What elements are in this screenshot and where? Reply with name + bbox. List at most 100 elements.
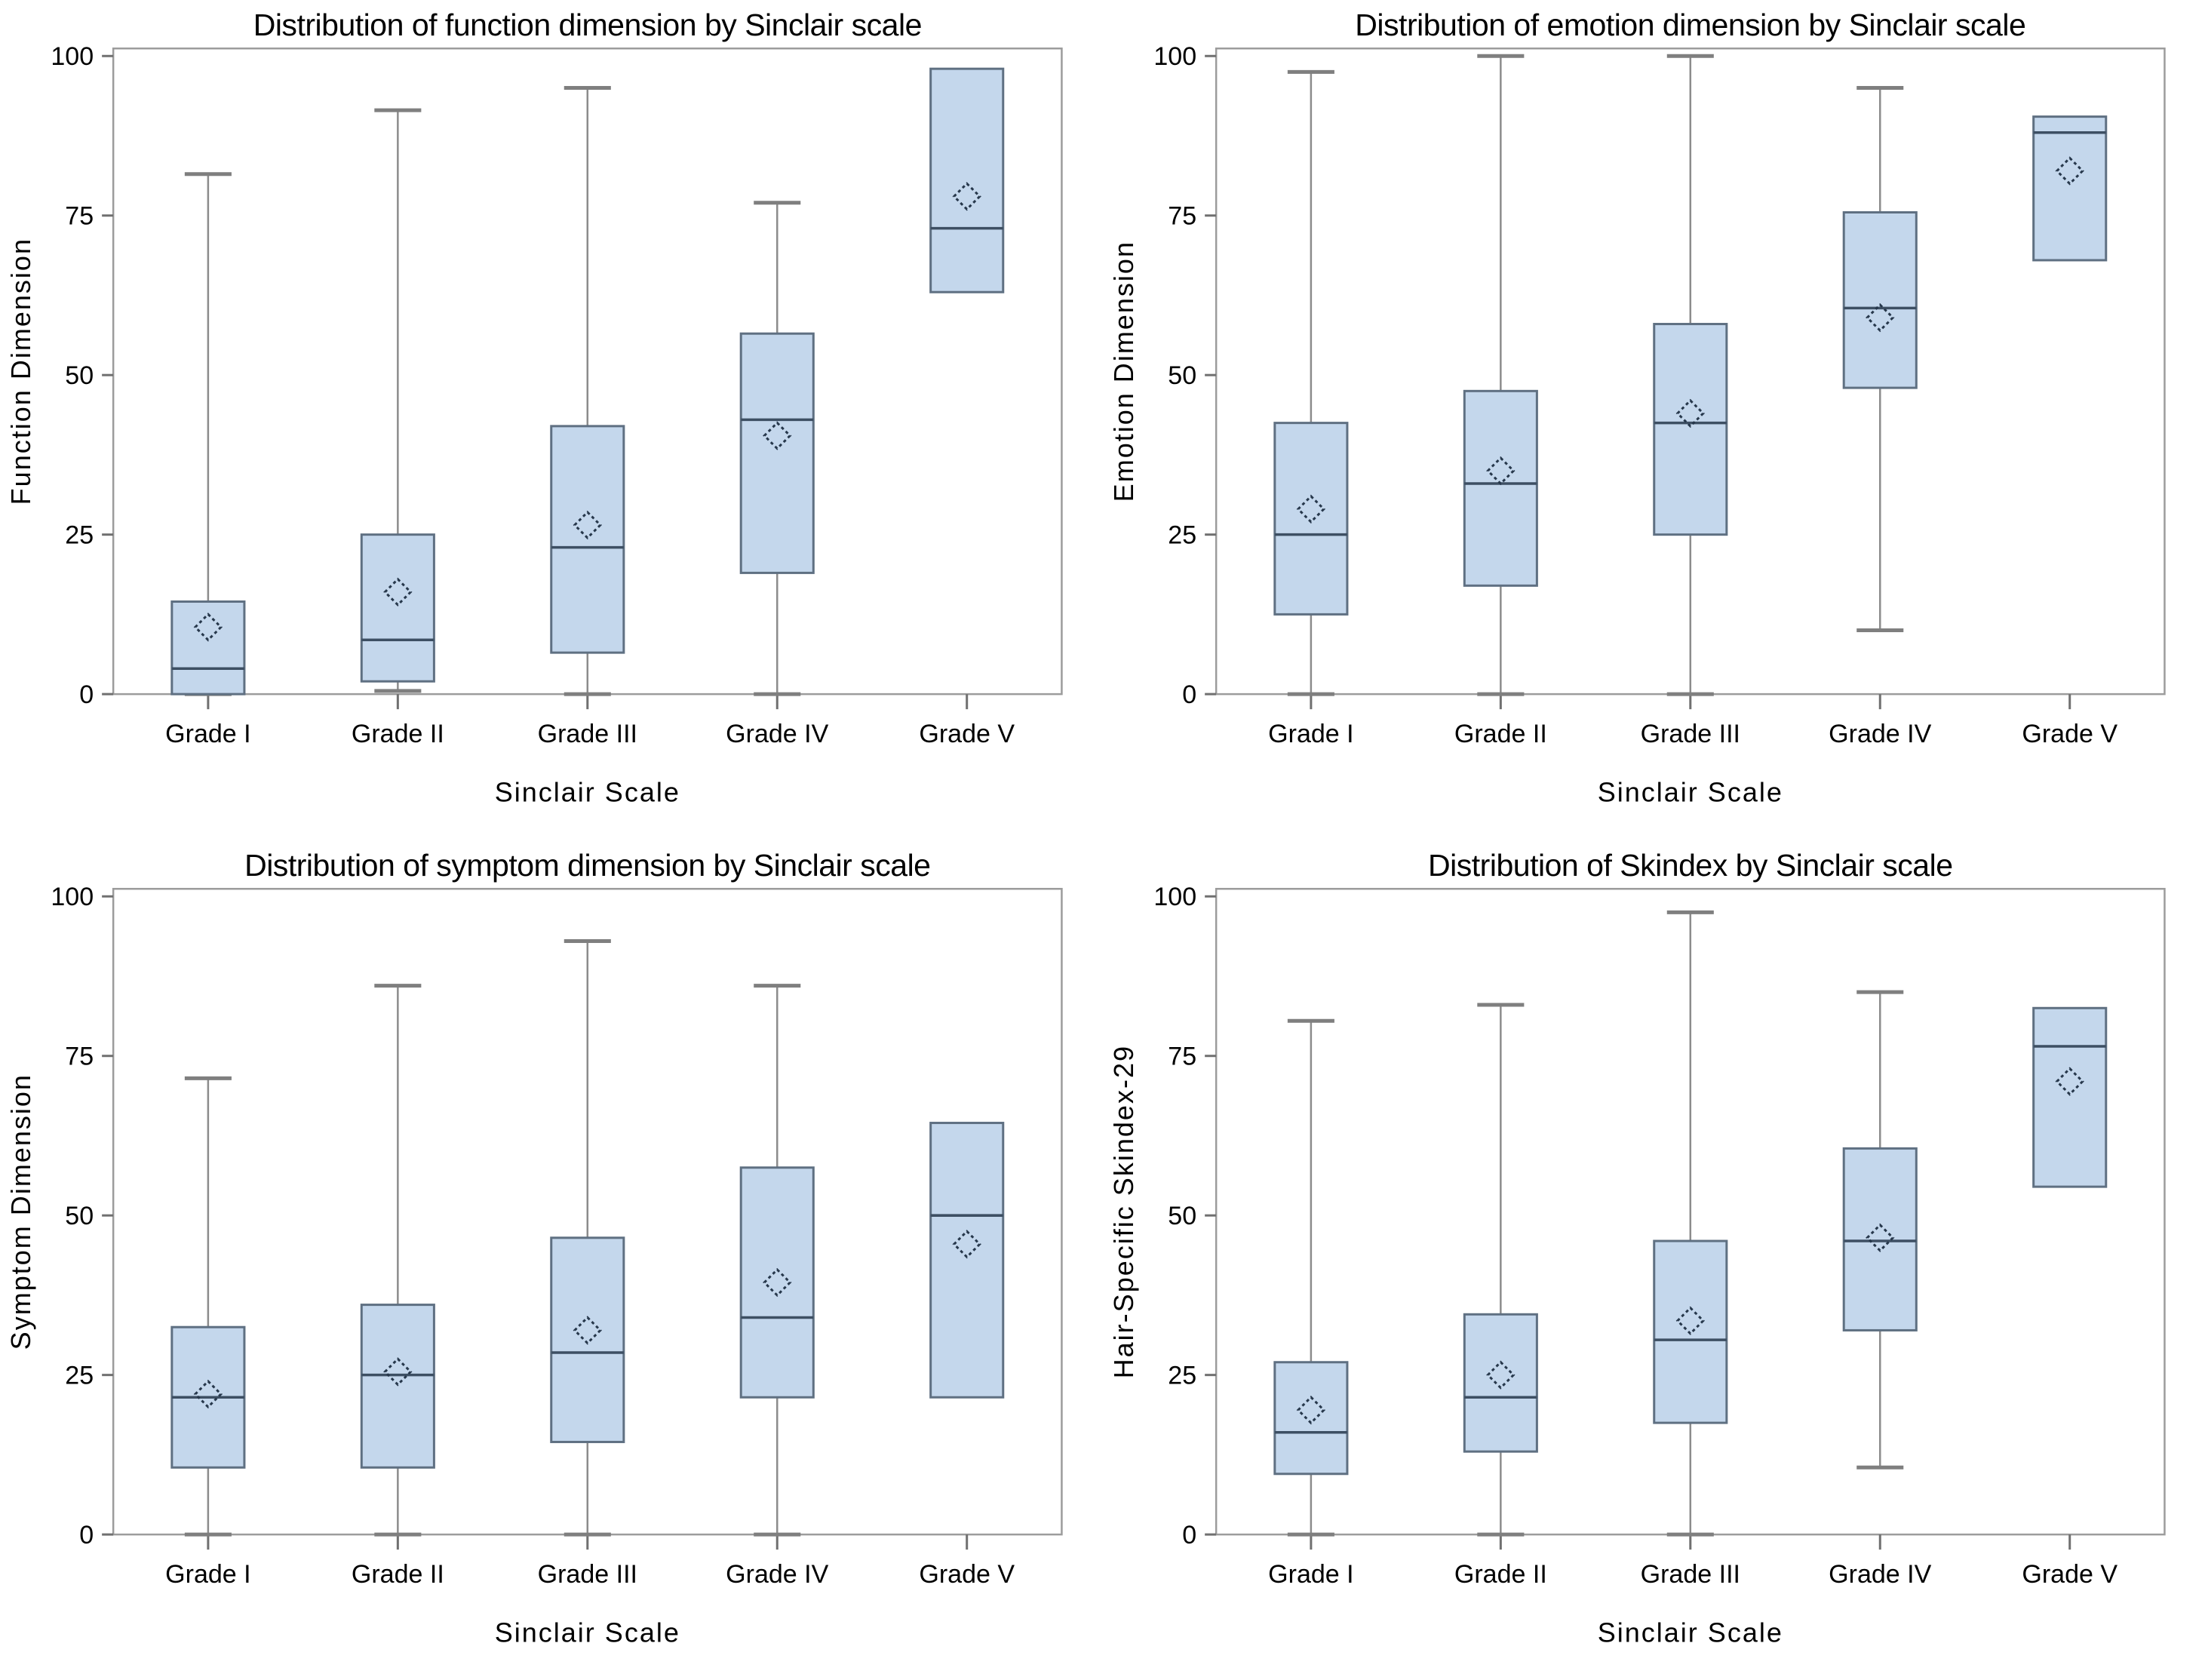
x-category-label: Grade II <box>1454 720 1546 748</box>
y-axis-title: Hair-Specific Skindex-29 <box>1108 1044 1139 1377</box>
x-category-label: Grade V <box>2022 1560 2117 1589</box>
boxplot-emotion-dimension: 0 25 50 75 100 Grade I Grade II Grade III Grade … <box>1108 8 2166 807</box>
mean-diamond-icon <box>763 421 792 450</box>
x-category-label: Grade III <box>1640 1560 1740 1589</box>
mean-diamond-icon <box>1485 1360 1515 1390</box>
y-tick-label: 75 <box>1168 1042 1196 1070</box>
iqr-box <box>929 67 1005 293</box>
mean-diamond-icon <box>193 1379 223 1408</box>
iqr-box <box>1273 1360 1348 1475</box>
x-category-label: Grade I <box>1268 1560 1353 1589</box>
panel-emotion-dimension: 0 25 50 75 100 Grade I Grade II Grade III Grade … <box>1102 0 2205 840</box>
y-axis-title: Symptom Dimension <box>5 1073 36 1350</box>
mean-diamond-icon <box>573 1315 602 1345</box>
y-tick-label: 75 <box>65 1042 94 1070</box>
box-grade-i <box>1273 1018 1348 1537</box>
mean-diamond-icon <box>193 613 223 642</box>
y-tick-label: 0 <box>79 1521 94 1549</box>
y-tick-label: 0 <box>1182 1521 1196 1549</box>
iqr-box <box>929 1121 1005 1399</box>
y-tick-label: 25 <box>1168 521 1196 550</box>
mean-diamond-icon <box>383 577 413 607</box>
mean-diamond-icon <box>2055 156 2084 186</box>
y-tick-label: 100 <box>51 883 94 911</box>
boxplot-skindex: 0 25 50 75 100 Grade I Grade II Grade III Grade … <box>1108 848 2166 1648</box>
mean-diamond-icon <box>1675 1306 1705 1335</box>
y-tick-label: 25 <box>65 521 94 550</box>
iqr-box <box>550 1236 625 1443</box>
x-axis-title: Sinclair Scale <box>495 776 680 807</box>
chart-title: Distribution of Skindex by Sinclair scal… <box>1428 848 1953 883</box>
x-category-label: Grade IV <box>726 720 828 748</box>
iqr-box <box>2031 115 2107 262</box>
boxplot-function-dimension: 0 25 50 75 100 Grade I Grade II Grade III Grade … <box>5 8 1063 807</box>
x-category-label: Grade II <box>352 1560 444 1589</box>
x-category-label: Grade V <box>919 720 1015 748</box>
x-category-label: Grade V <box>919 1560 1015 1589</box>
box-grade-i <box>170 1076 246 1537</box>
x-axis-title: Sinclair Scale <box>1597 776 1783 807</box>
x-axis-title: Sinclair Scale <box>1597 1617 1783 1648</box>
mean-diamond-icon <box>952 182 981 211</box>
mean-diamond-icon <box>1296 1395 1325 1424</box>
x-category-label: Grade V <box>2022 720 2117 748</box>
x-category-label: Grade III <box>538 720 637 748</box>
y-tick-label: 75 <box>1168 202 1196 231</box>
x-category-label: Grade I <box>1268 720 1353 748</box>
x-category-label: Grade III <box>538 1560 637 1589</box>
y-axis-title: Emotion Dimension <box>1108 241 1139 502</box>
iqr-box <box>1652 1239 1727 1424</box>
mean-diamond-icon <box>952 1229 981 1258</box>
iqr-box <box>170 600 246 696</box>
mean-diamond-icon <box>1485 456 1515 486</box>
panel-symptom-dimension: 0 25 50 75 100 Grade I Grade II Grade III Grade … <box>0 840 1103 1680</box>
mean-diamond-icon <box>2055 1066 2084 1096</box>
iqr-box <box>1463 1313 1538 1453</box>
x-category-label: Grade I <box>165 720 250 748</box>
mean-diamond-icon <box>1865 303 1894 333</box>
iqr-box <box>1842 210 1918 389</box>
x-category-label: Grade III <box>1640 720 1740 748</box>
iqr-box <box>1652 323 1727 536</box>
iqr-box <box>1842 1147 1918 1331</box>
y-tick-label: 100 <box>1153 42 1196 71</box>
box-grade-iii <box>1652 910 1727 1537</box>
mean-diamond-icon <box>383 1356 413 1387</box>
y-tick-label: 25 <box>1168 1361 1196 1390</box>
boxplot-symptom-dimension: 0 25 50 75 100 Grade I Grade II Grade III Grade … <box>5 848 1063 1648</box>
y-tick-label: 100 <box>1153 883 1196 911</box>
y-tick-label: 50 <box>65 1202 94 1230</box>
iqr-box <box>360 533 435 683</box>
x-category-label: Grade II <box>352 720 444 748</box>
iqr-box <box>739 1166 815 1399</box>
box-grade-ii <box>360 108 435 693</box>
iqr-box <box>2031 1006 2107 1188</box>
iqr-box <box>1273 422 1348 616</box>
box-grade-v <box>929 1121 1005 1399</box>
box-grade-v <box>929 67 1005 293</box>
y-tick-label: 50 <box>1168 1202 1196 1230</box>
x-category-label: Grade I <box>165 1560 250 1589</box>
x-category-label: Grade IV <box>1829 720 1931 748</box>
y-axis-title: Function Dimension <box>5 238 36 505</box>
mean-diamond-icon <box>573 510 602 540</box>
box-grade-ii <box>1463 1003 1538 1537</box>
box-grade-i <box>170 172 246 696</box>
y-tick-label: 25 <box>65 1361 94 1390</box>
y-tick-label: 50 <box>1168 361 1196 390</box>
box-grade-iv <box>1842 86 1918 633</box>
chart-title: Distribution of symptom dimension by Sin… <box>244 848 930 883</box>
box-grade-iv <box>739 201 815 696</box>
box-grade-iii <box>550 86 625 696</box>
iqr-box <box>739 332 815 574</box>
x-category-label: Grade IV <box>726 1560 828 1589</box>
chart-title: Distribution of emotion dimension by Sin… <box>1355 8 2025 42</box>
box-grade-v <box>2031 115 2107 262</box>
chart-title: Distribution of function dimension by Si… <box>253 8 922 42</box>
box-grade-iii <box>550 938 625 1537</box>
box-grade-ii <box>360 983 435 1537</box>
box-grade-v <box>2031 1006 2107 1188</box>
y-tick-label: 50 <box>65 361 94 390</box>
y-tick-label: 75 <box>65 202 94 231</box>
